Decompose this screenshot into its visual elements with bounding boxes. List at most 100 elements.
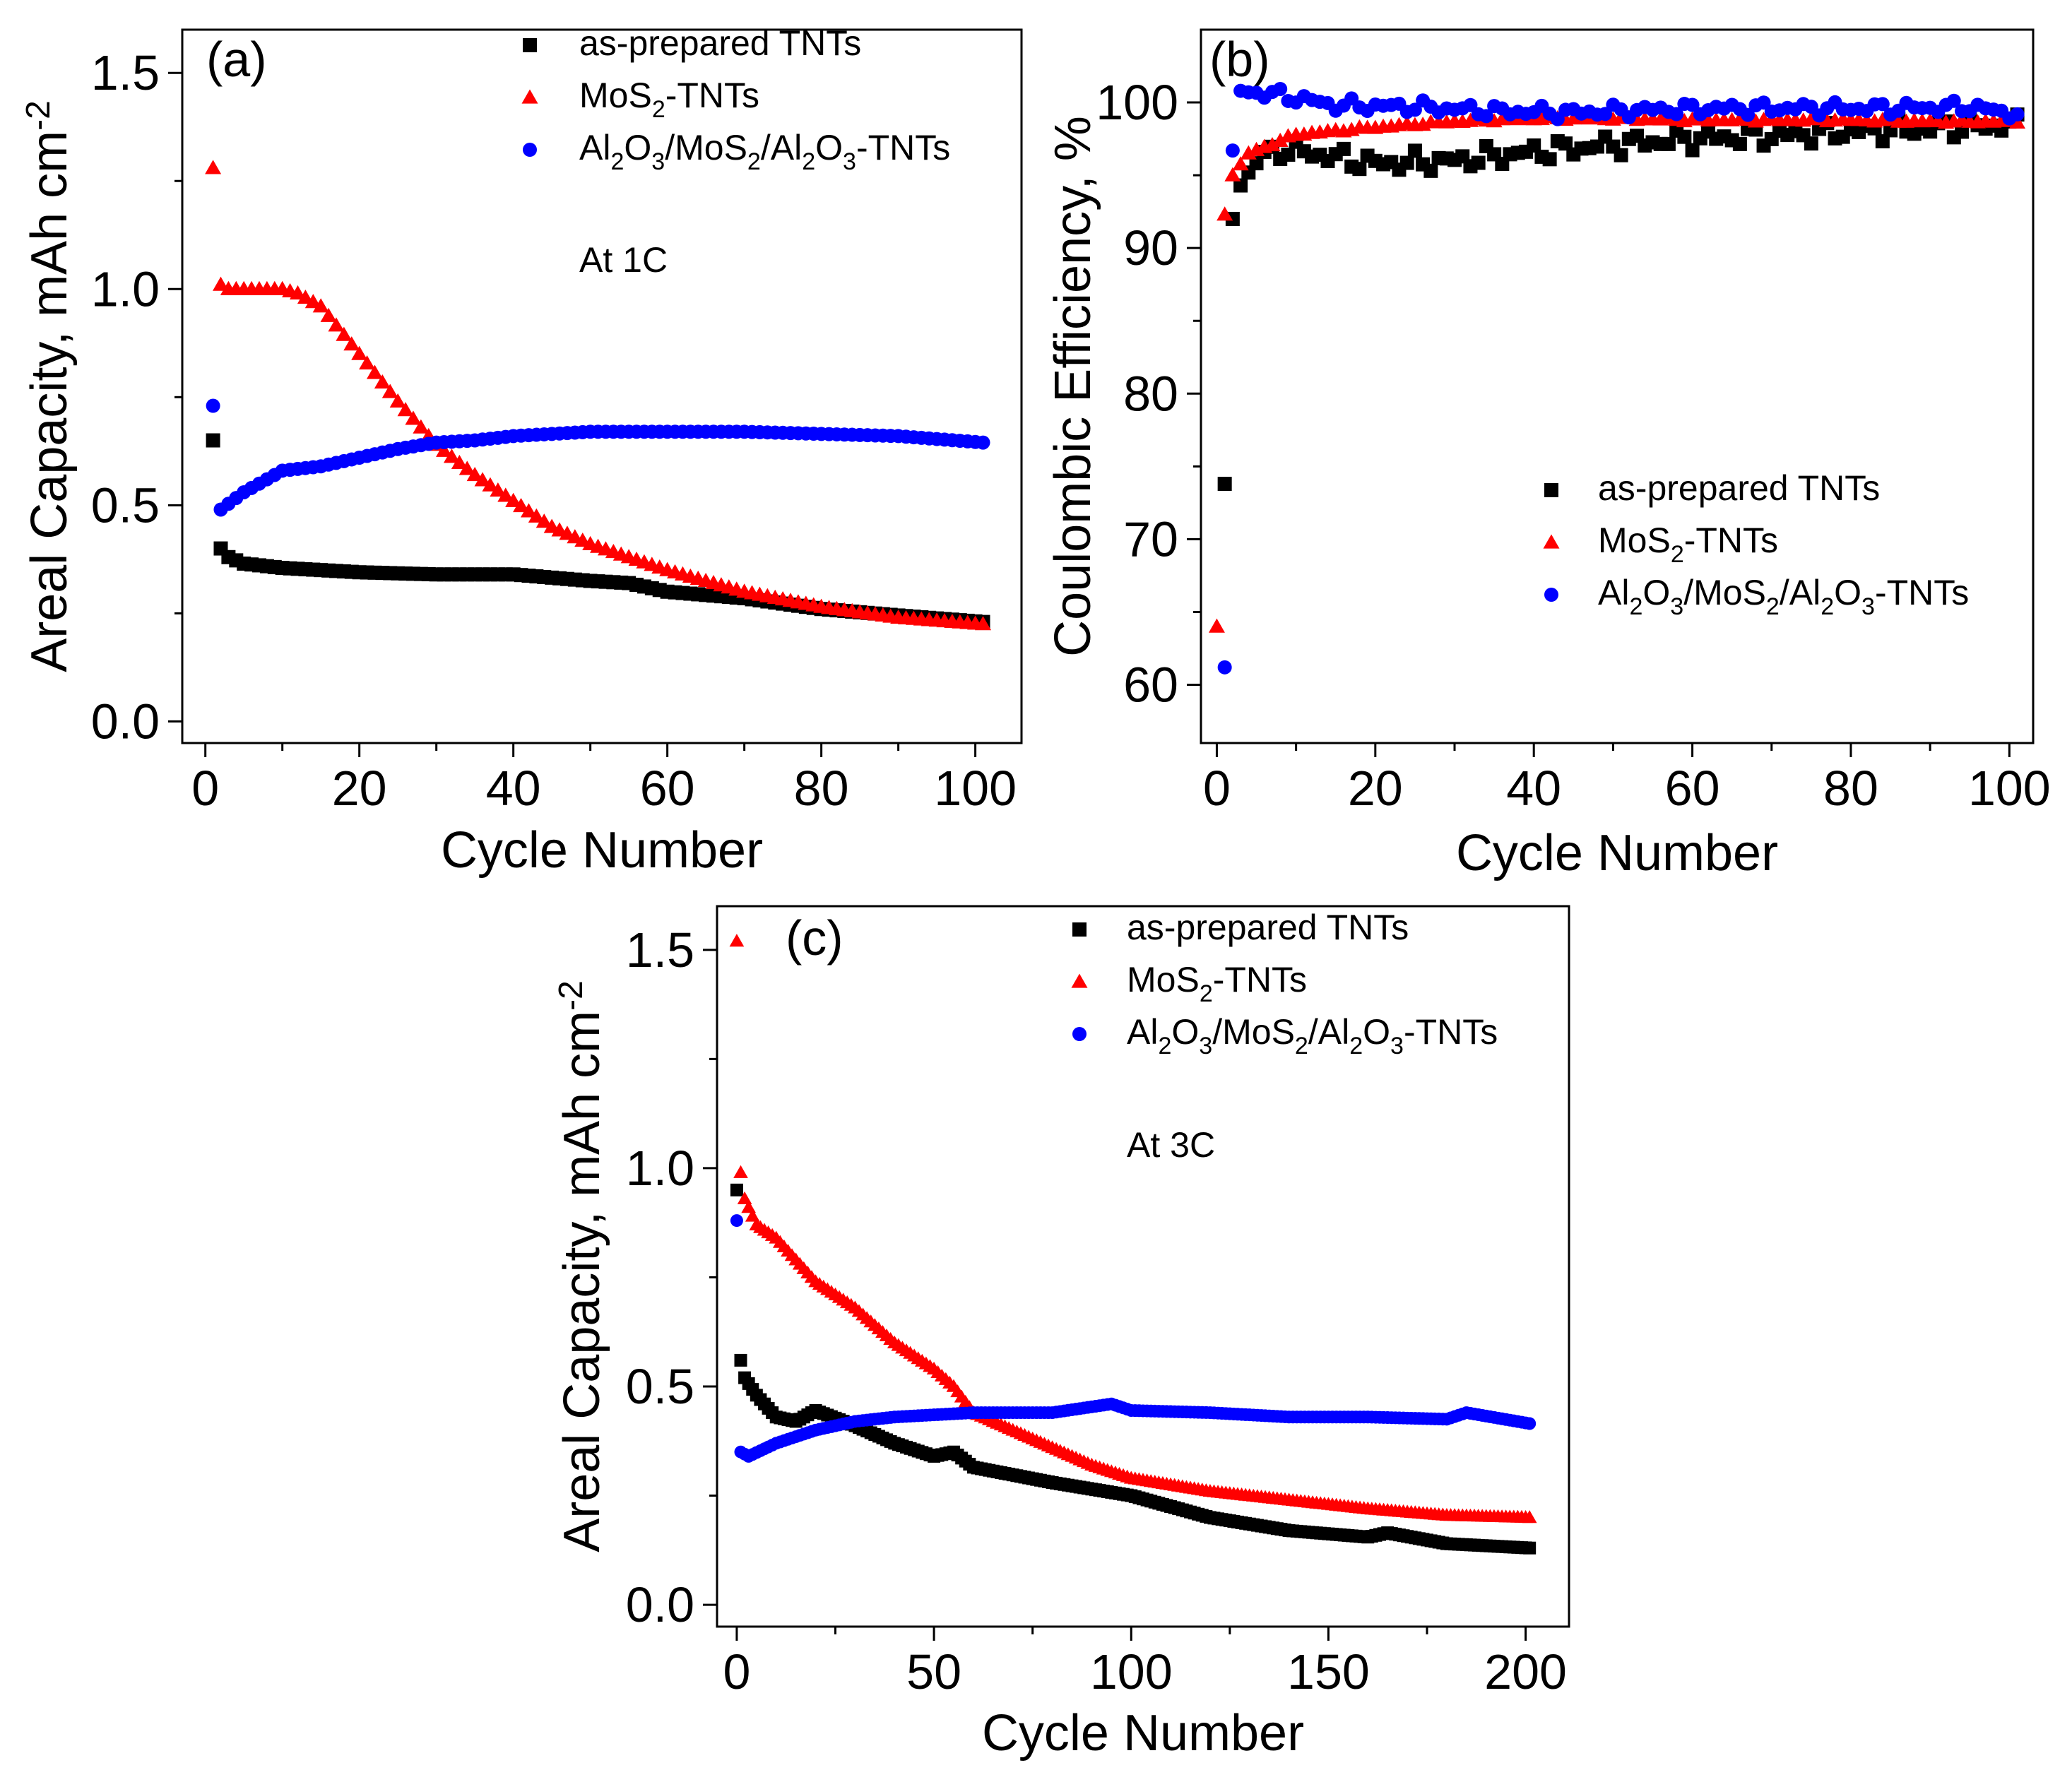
data-point xyxy=(733,1165,748,1178)
data-point xyxy=(1217,477,1232,492)
data-point xyxy=(2009,114,2026,129)
y-tick-label: 60 xyxy=(1123,658,1178,713)
data-point xyxy=(1463,97,1478,112)
data-point xyxy=(351,345,368,360)
data-point xyxy=(466,466,483,482)
x-axis-title: Cycle Number xyxy=(1456,825,1778,881)
data-point xyxy=(1208,618,1225,633)
x-tick-label: 60 xyxy=(640,761,695,816)
data-point xyxy=(482,477,499,492)
data-point xyxy=(1955,124,1970,139)
legend-label: as-prepared TNTs xyxy=(579,23,861,63)
data-point xyxy=(359,355,376,370)
data-point xyxy=(1423,163,1438,178)
data-point xyxy=(1523,1541,1537,1555)
data-point xyxy=(1224,167,1241,182)
x-tick-label: 80 xyxy=(794,761,849,816)
x-tick-label: 40 xyxy=(486,761,541,816)
legend-label: as-prepared TNTs xyxy=(1598,468,1880,508)
data-point xyxy=(520,503,537,518)
series-triangle xyxy=(729,934,1537,1523)
data-point xyxy=(528,508,545,523)
data-point xyxy=(1217,660,1232,675)
x-tick-label: 0 xyxy=(191,761,219,816)
data-point xyxy=(1399,155,1414,170)
series-triangle xyxy=(205,160,992,631)
x-tick-label: 50 xyxy=(906,1644,961,1699)
x-tick-label: 80 xyxy=(1823,761,1878,816)
chart-panel-2: 0 20 40 60 80 100 60 70 80 90 100 Cycle Number Coulo… xyxy=(1045,28,2051,881)
y-tick-label: 1.0 xyxy=(626,1141,694,1196)
data-point xyxy=(730,1214,743,1228)
data-point xyxy=(436,442,453,457)
panel-label: (c) xyxy=(786,910,843,966)
legend-marker xyxy=(1071,973,1088,988)
legend-marker xyxy=(1072,1027,1087,1041)
data-point xyxy=(1669,107,1684,121)
data-point xyxy=(212,276,229,291)
data-point xyxy=(2010,107,2025,121)
legend-marker xyxy=(1544,588,1558,602)
data-point xyxy=(1804,136,1818,151)
data-point xyxy=(1264,137,1281,152)
x-tick-label: 100 xyxy=(1968,761,2051,816)
data-point xyxy=(1407,143,1422,158)
y-tick-label: 90 xyxy=(1123,220,1178,275)
data-point xyxy=(1661,136,1676,151)
data-point xyxy=(1732,136,1747,151)
legend-label: Al2O3/MoS2/Al2O3-TNTs xyxy=(1127,1012,1498,1059)
data-point xyxy=(1741,107,1756,122)
data-point xyxy=(1598,107,1613,121)
y-axis-title: Areal Capacity, mAh cm-2 xyxy=(552,980,610,1552)
data-point xyxy=(336,326,353,341)
data-point xyxy=(451,454,468,469)
data-point xyxy=(490,482,507,497)
x-tick-label: 150 xyxy=(1287,1644,1370,1699)
y-tick-label: 1.5 xyxy=(91,45,160,100)
data-point xyxy=(389,393,406,408)
data-point xyxy=(1471,155,1486,170)
y-tick-label: 70 xyxy=(1123,511,1178,566)
data-point xyxy=(1281,147,1296,162)
data-point xyxy=(1272,132,1289,147)
data-point xyxy=(1233,178,1248,193)
data-point xyxy=(458,461,475,475)
x-tick-label: 40 xyxy=(1506,761,1561,816)
x-tick-label: 20 xyxy=(332,761,387,816)
x-tick-label: 20 xyxy=(1348,761,1403,816)
legend-label: as-prepared TNTs xyxy=(1127,908,1409,947)
data-point xyxy=(297,290,314,304)
y-tick-label: 1.5 xyxy=(626,922,694,978)
data-point xyxy=(381,384,398,398)
data-point xyxy=(1685,97,1700,112)
data-point xyxy=(366,364,383,379)
data-point xyxy=(343,336,360,351)
data-point xyxy=(1527,138,1541,153)
data-point xyxy=(1273,81,1288,96)
data-point xyxy=(1550,112,1565,126)
y-tick-label: 1.0 xyxy=(91,261,160,316)
x-tick-label: 100 xyxy=(1090,1644,1173,1699)
data-point xyxy=(206,398,220,413)
x-axis-title: Cycle Number xyxy=(982,1705,1304,1762)
data-point xyxy=(320,307,337,322)
data-point xyxy=(1225,143,1240,158)
data-point xyxy=(976,435,990,450)
chart-panel-1: 0 20 40 60 80 100 0.0 0.5 1.0 1.5 Cycle Number Area… xyxy=(20,23,1023,879)
y-tick-label: 0.0 xyxy=(626,1577,694,1632)
data-point xyxy=(474,472,491,487)
plot-frame xyxy=(1200,28,2035,744)
data-point xyxy=(413,419,430,434)
rate-annotation: At 3C xyxy=(1127,1125,1215,1165)
data-point xyxy=(1542,152,1557,167)
data-point xyxy=(1677,129,1692,144)
series-circle xyxy=(1217,81,2025,675)
series-square xyxy=(730,1183,1537,1555)
panel-label: (b) xyxy=(1209,32,1270,87)
y-tick-label: 0.5 xyxy=(626,1359,694,1414)
x-tick-label: 0 xyxy=(723,1644,750,1699)
x-tick-label: 60 xyxy=(1665,761,1720,816)
data-point xyxy=(328,317,345,332)
plot-frame xyxy=(181,28,1023,744)
